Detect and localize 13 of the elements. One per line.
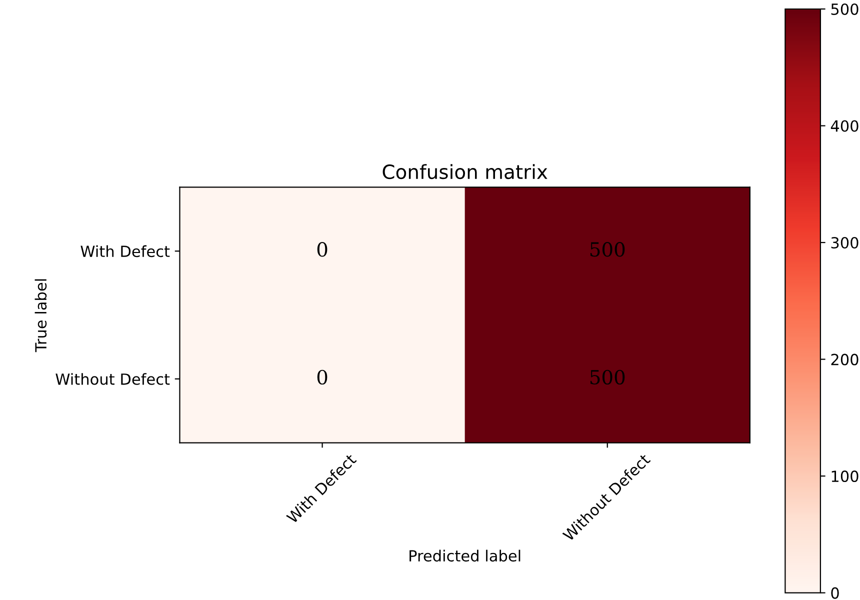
data-label: 500 [590,370,625,385]
data-label: 500 [590,242,625,257]
color-bar-label: 200 [831,354,858,366]
x-axis-title: Predicted label [410,550,520,562]
color-bar-label: 100 [832,470,858,482]
data-label: 0 [317,370,328,385]
data-label: 0 [317,242,328,257]
color-bar-label: 400 [830,120,858,132]
color-bar-label: 0 [831,587,839,599]
color-bar-label: 500 [831,3,858,16]
y-axis-title: True label [34,279,47,352]
chart-title: Confusion matrix [382,164,548,180]
color-bar-label: 300 [831,236,858,249]
